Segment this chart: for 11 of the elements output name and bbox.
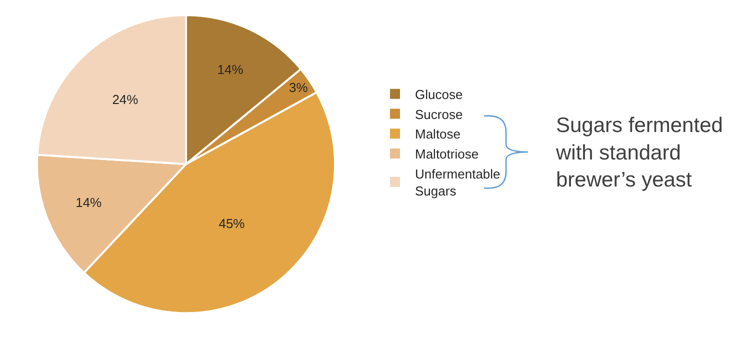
legend-label: Glucose [415,86,463,102]
data-label: 24% [112,92,139,108]
data-label: 14% [217,62,244,78]
data-label: 14% [76,195,102,210]
legend-label: Maltose [415,126,461,142]
legend-label: Maltotriose [415,146,479,162]
data-label: 3% [289,80,308,96]
legend-label: Sucrose [415,106,463,122]
legend-label: Unfermentable Sugars [415,166,500,198]
data-label: 45% [218,216,246,231]
text: Sugars fermented with standard brewer’s yeast [555,114,723,192]
